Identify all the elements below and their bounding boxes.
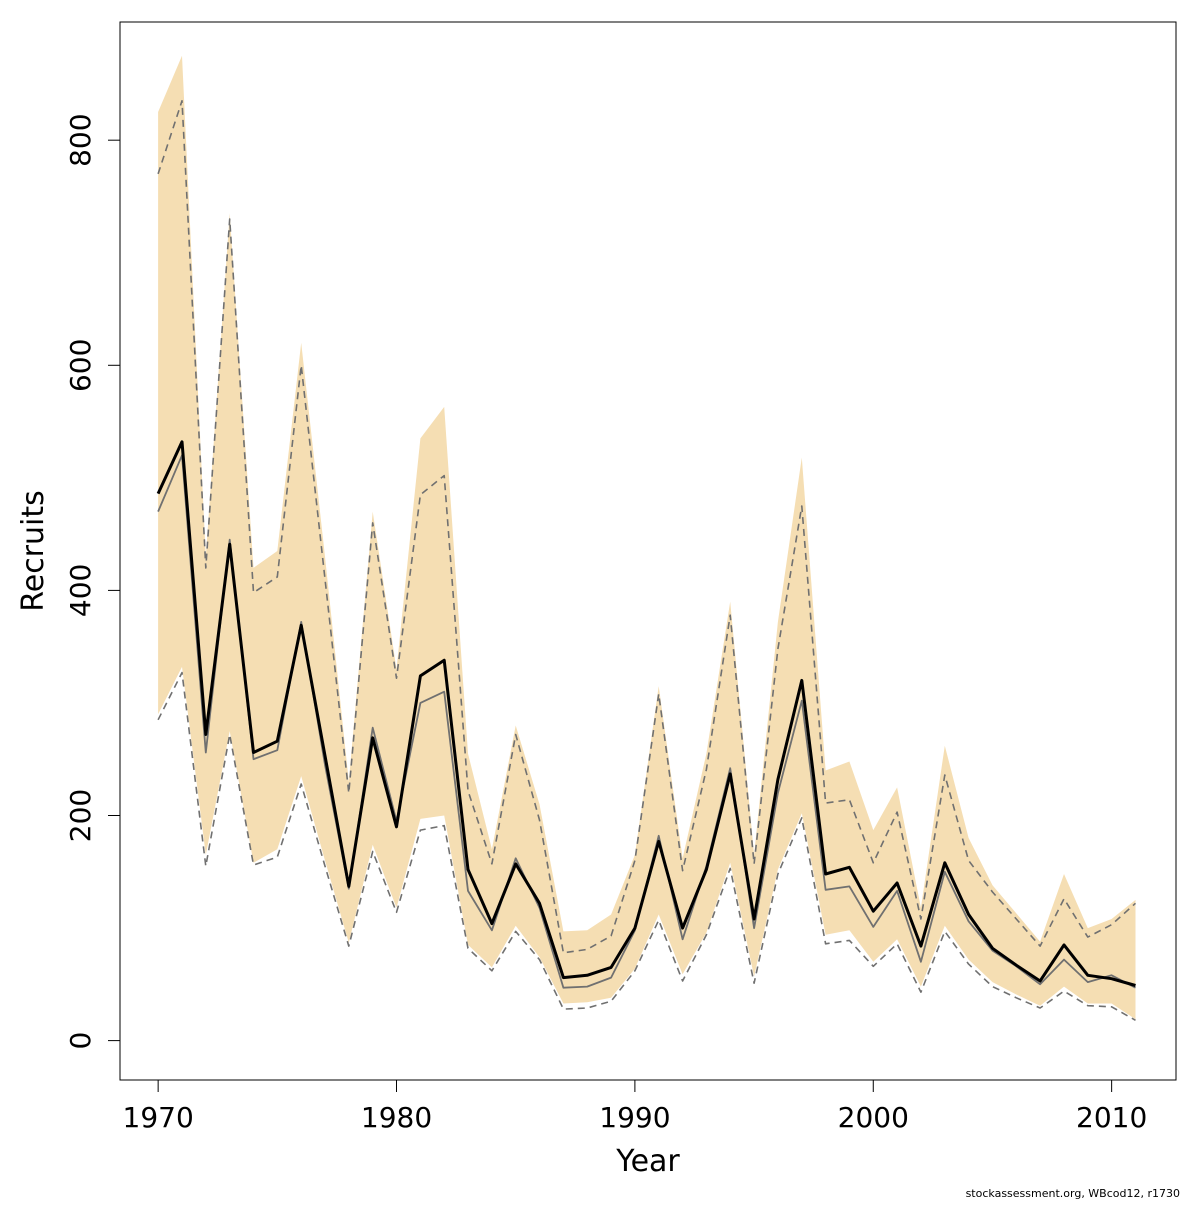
x-tick-label: 2000 xyxy=(838,1101,909,1134)
y-tick-label: 0 xyxy=(64,1032,97,1050)
x-tick-label: 1990 xyxy=(599,1101,670,1134)
x-axis: 1970 1980 1990 2000 2010 xyxy=(123,1079,1147,1134)
y-tick-label: 200 xyxy=(64,789,97,842)
x-tick-label: 1970 xyxy=(123,1101,194,1134)
confidence-band xyxy=(158,55,1136,1020)
footer-credit: stockassessment.org, WBcod12, r1730 xyxy=(966,1187,1180,1200)
series-layer xyxy=(156,100,1137,1021)
series-line-previous-upper-bound xyxy=(157,100,1137,954)
confidence-band-layer xyxy=(158,55,1136,1020)
y-tick-label: 600 xyxy=(64,339,97,392)
y-tick-label: 400 xyxy=(64,564,97,617)
x-axis-title: Year xyxy=(615,1144,680,1179)
series-line-estimate xyxy=(156,440,1136,987)
x-tick-label: 1980 xyxy=(361,1101,432,1134)
y-axis: 0 200 400 600 800 xyxy=(64,113,121,1050)
y-tick-label: 800 xyxy=(64,113,97,166)
x-tick-label: 2010 xyxy=(1076,1101,1147,1134)
y-axis-title: Recruits xyxy=(16,490,51,612)
series-line-previous-lower-bound xyxy=(157,671,1136,1021)
